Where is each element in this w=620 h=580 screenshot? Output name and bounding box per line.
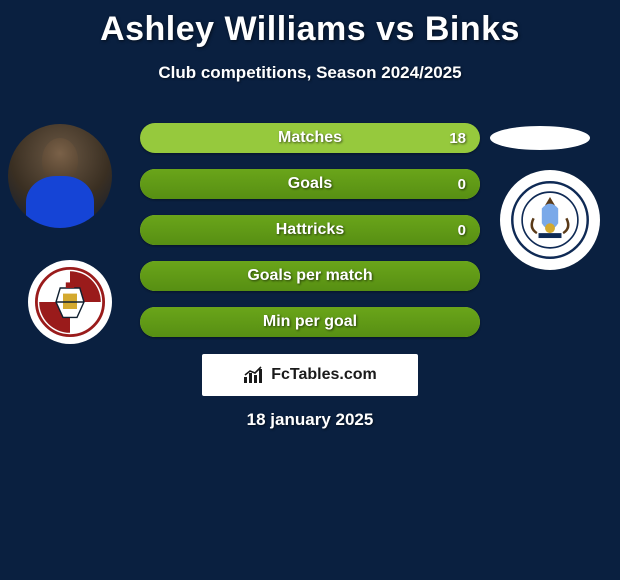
stat-bar-label: Matches [140, 123, 480, 153]
subtitle: Club competitions, Season 2024/2025 [0, 63, 620, 83]
club-crest-right [500, 170, 600, 270]
club-crest-left [28, 260, 112, 344]
brand-badge: FcTables.com [202, 354, 418, 396]
crest-left-icon [35, 267, 105, 337]
crest-right-icon [509, 179, 591, 261]
stat-bar: Matches18 [140, 123, 480, 153]
player-avatar-left [8, 124, 112, 228]
stat-bar-value: 18 [449, 123, 466, 153]
stat-bar-label: Min per goal [140, 307, 480, 337]
stat-bar-label: Goals per match [140, 261, 480, 291]
stat-bars: Matches18Goals0Hattricks0Goals per match… [140, 123, 480, 353]
stat-bar: Goals0 [140, 169, 480, 199]
stat-bar-value: 0 [458, 169, 466, 199]
stat-bar: Min per goal [140, 307, 480, 337]
brand-text: FcTables.com [271, 366, 377, 384]
date-text: 18 january 2025 [0, 410, 620, 430]
player-avatar-right-placeholder [490, 126, 590, 150]
stat-bar-label: Goals [140, 169, 480, 199]
page-title: Ashley Williams vs Binks [0, 0, 620, 49]
brand-chart-icon [243, 366, 265, 384]
stat-bar: Hattricks0 [140, 215, 480, 245]
stat-bar: Goals per match [140, 261, 480, 291]
stat-bar-value: 0 [458, 215, 466, 245]
stat-bar-label: Hattricks [140, 215, 480, 245]
